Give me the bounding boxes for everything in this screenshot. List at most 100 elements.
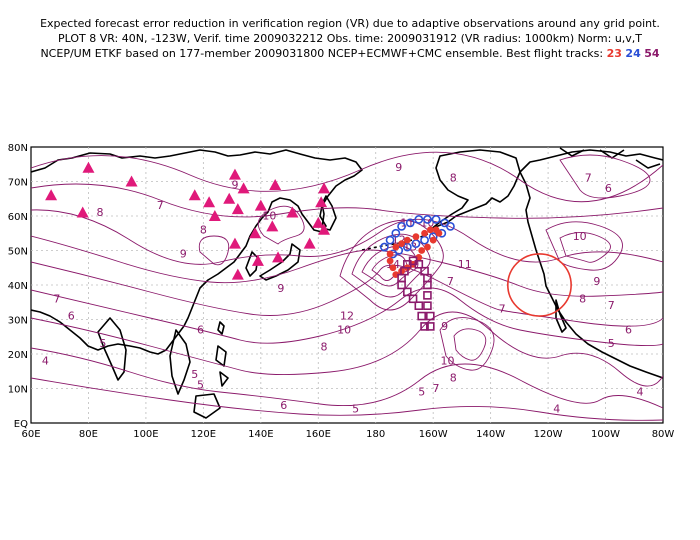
observation-triangle: [286, 206, 299, 218]
contour-label: 6: [68, 310, 75, 323]
observation-triangle: [125, 175, 138, 187]
longitude-label: 80E: [79, 429, 98, 440]
observation-triangle: [269, 178, 282, 190]
contour-label: 11: [458, 258, 472, 271]
observation-triangle: [231, 268, 244, 280]
track-23-point: [421, 229, 428, 237]
contour-label: 9: [395, 161, 402, 174]
observation-triangle: [231, 203, 244, 215]
track-54-point: [426, 311, 435, 321]
track-23-point: [429, 236, 437, 244]
contour-label: 7: [608, 299, 615, 312]
observation-triangle: [223, 192, 236, 204]
header-line-3: NCEP/UM ETKF based on 177-member 2009031…: [0, 46, 700, 61]
track-54-point: [426, 322, 435, 331]
observation-triangle: [254, 199, 267, 211]
contour-label: 9: [231, 178, 238, 191]
track-24-point: [385, 235, 395, 245]
track-54-point: [423, 291, 432, 300]
observation-triangle: [312, 216, 325, 228]
track-54-point: [397, 280, 406, 290]
contour-label: 7: [53, 292, 60, 305]
contour-label: 7: [499, 303, 506, 316]
contour-label: 8: [321, 341, 328, 354]
track-54-label: 54: [644, 47, 660, 60]
header-line-1: Expected forecast error reduction in ver…: [40, 17, 660, 30]
contour-label: 7: [585, 172, 592, 185]
observation-triangle: [266, 220, 279, 232]
track-23-point: [398, 240, 405, 248]
contour-label: 7: [157, 199, 164, 212]
coastlines: [31, 147, 663, 419]
observation-triangle: [315, 196, 328, 208]
track-23-point: [418, 247, 426, 254]
observation-triangle: [203, 196, 216, 208]
longitude-label: 140E: [248, 429, 273, 440]
track-23-point: [435, 229, 443, 237]
map-grid: [31, 147, 663, 423]
track-54-point: [423, 301, 432, 311]
track-23-point: [392, 243, 400, 251]
verification-circle: [507, 253, 572, 317]
longitude-label: 60E: [21, 429, 40, 440]
observation-triangles: [45, 161, 331, 280]
longitude-label: 160W: [419, 429, 448, 440]
track-23-point: [412, 233, 420, 241]
track-54-point: [417, 311, 426, 321]
longitude-label: 140W: [476, 429, 505, 440]
contour-label: 9: [441, 320, 448, 333]
aleutians: [361, 233, 429, 251]
contour-label: 10: [337, 323, 351, 336]
map-header: Expected forecast error reduction in ver…: [0, 16, 700, 61]
japan: [259, 243, 301, 281]
longitude-label: 180: [366, 429, 385, 440]
track-54-point: [414, 301, 424, 311]
contour-label: 5: [418, 385, 425, 398]
taiwan: [217, 321, 225, 335]
track-24-point: [423, 215, 432, 224]
latitude-label: 20N: [8, 350, 28, 361]
contour-label: 6: [625, 323, 632, 336]
india: [97, 317, 127, 381]
observation-triangle: [303, 237, 316, 249]
longitude-label: 100E: [133, 429, 158, 440]
contour-label: 8: [200, 223, 207, 236]
track-24-label: 24: [625, 47, 641, 60]
longitude-label: 160E: [306, 429, 331, 440]
contour-label: 5: [191, 368, 198, 381]
contour-label: 12: [340, 310, 354, 323]
north-america-coast: [519, 149, 663, 379]
contour-label: 9: [180, 247, 187, 260]
contour-label: 5: [352, 403, 359, 416]
latitude-labels: 80N 70N 60N 50N 40N 30N 20N 10N EQ: [8, 143, 28, 430]
observation-triangle: [188, 189, 201, 201]
contour-label: 10: [573, 230, 587, 243]
contour-label: 9: [277, 282, 284, 295]
baja-california: [555, 299, 567, 333]
header-line-2: PLOT 8 VR: 40N, -123W, Verif. time 20090…: [57, 32, 643, 45]
observation-triangle: [249, 227, 262, 239]
observation-triangle: [228, 237, 241, 249]
observation-triangle: [318, 182, 331, 194]
contour-label: 8: [579, 292, 586, 305]
observation-triangle: [228, 168, 241, 180]
observation-triangle: [318, 223, 331, 235]
track-54-point: [403, 287, 412, 297]
contour-label: 9: [593, 275, 600, 288]
track-23-point: [403, 236, 411, 244]
observation-triangle: [208, 210, 221, 221]
contour-label: 6: [605, 182, 612, 195]
contour-lines: [31, 151, 663, 421]
contour-label: 8: [450, 372, 457, 385]
contour-label: 4: [553, 403, 560, 416]
track-24-point: [405, 218, 415, 228]
borneo: [193, 393, 221, 419]
observation-triangle: [82, 161, 95, 173]
track-24-point: [397, 221, 406, 231]
track-23-point: [386, 257, 394, 265]
observation-triangle: [272, 251, 285, 263]
observation-triangle: [237, 182, 250, 194]
contour-label: 6: [280, 399, 287, 412]
contour-label: 8: [96, 206, 103, 219]
